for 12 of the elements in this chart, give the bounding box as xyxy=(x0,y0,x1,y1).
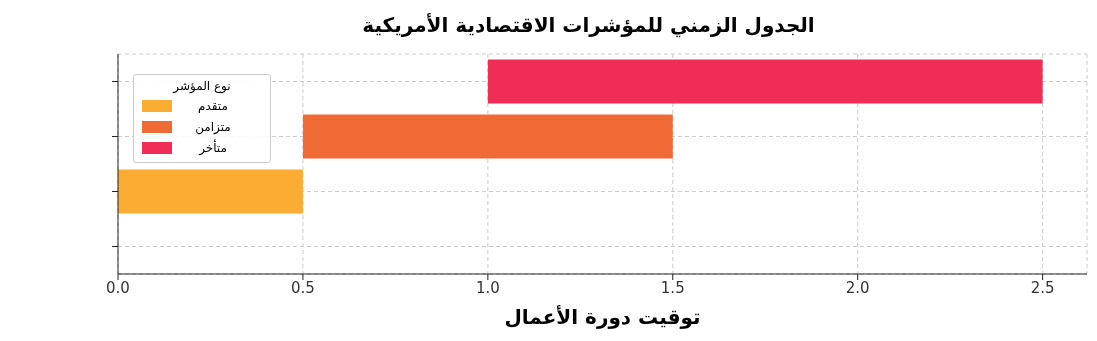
x-tick-label: 2.0 xyxy=(845,278,870,297)
legend-label: متزامن xyxy=(194,119,232,134)
legend-label: متقدم xyxy=(197,98,229,113)
chart-title: الجدول الزمني للمؤشرات الاقتصادية الأمريكية xyxy=(361,12,816,40)
x-axis-title: توقيت دورة الأعمال xyxy=(504,304,701,329)
x-tick-label: 1.0 xyxy=(475,278,500,297)
x-tick-label: 0.5 xyxy=(290,278,315,297)
x-tick-label: 2.5 xyxy=(1030,278,1055,297)
legend-title: نوع المؤشر xyxy=(171,79,232,93)
legend-label: متأخر xyxy=(197,140,228,155)
x-tick-label: 0.0 xyxy=(106,278,130,297)
x-tick-label: 1.5 xyxy=(660,278,685,297)
